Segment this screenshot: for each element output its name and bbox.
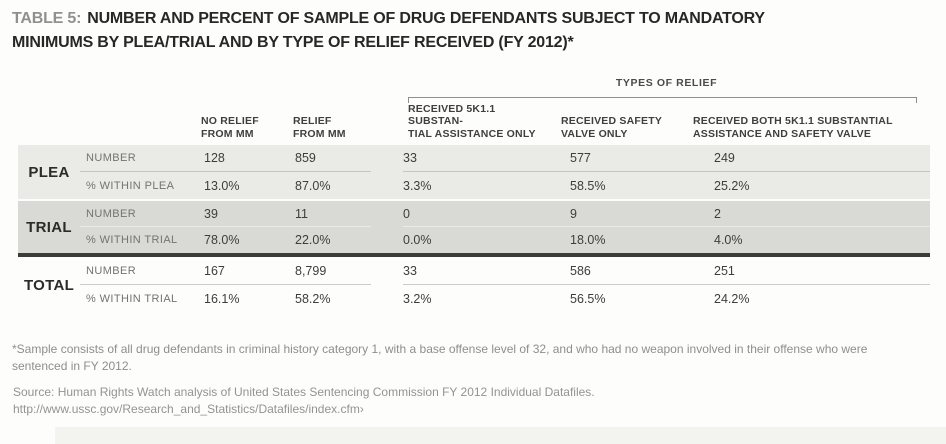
column-gap — [371, 285, 403, 313]
table-cell: 33 — [403, 145, 548, 172]
table-cell: 56.5% — [570, 292, 606, 306]
table-cell: 251 — [693, 257, 930, 285]
table-cell: 3.2% — [403, 292, 432, 306]
table-cell: 78.0% — [204, 233, 240, 247]
table-cell: 167 — [198, 257, 293, 285]
column-gap — [371, 145, 403, 172]
col-header-no-relief: NO RELIEF FROM MM — [201, 115, 259, 140]
table-title-text: NUMBER AND PERCENT OF SAMPLE OF DRUG DEF… — [12, 10, 765, 51]
table-cell: 22.0% — [295, 233, 331, 247]
row-group-plea: PLEA NUMBER 128 859 33 577 249 % WITHIN … — [18, 145, 930, 199]
table-number: TABLE 5: — [12, 10, 82, 27]
col-header-safety-valve-only: RECEIVED SAFETY VALVE ONLY — [561, 115, 663, 140]
table-cell: 8,799 — [293, 257, 371, 285]
table-cell: 58.5% — [570, 178, 606, 193]
group-label-total: TOTAL — [23, 276, 75, 294]
table-cell: 16.1% — [204, 292, 240, 306]
table-cell: 4.0% — [714, 233, 743, 247]
table-cell: 87.0% — [295, 178, 331, 193]
table-body: PLEA NUMBER 128 859 33 577 249 % WITHIN … — [18, 145, 930, 313]
table-cell: 18.0% — [570, 233, 606, 247]
table-cell: 0.0% — [403, 233, 432, 247]
column-gap — [371, 172, 403, 199]
table-cell: 859 — [293, 145, 371, 172]
table-cell: 9 — [548, 201, 693, 227]
table-title: TABLE 5: NUMBER AND PERCENT OF SAMPLE OF … — [12, 7, 834, 55]
table-cell: 0 — [403, 201, 548, 227]
source-url[interactable]: http://www.ussc.gov/Research_and_Statist… — [13, 402, 364, 416]
table-cell: 39 — [198, 201, 293, 227]
column-gap — [371, 257, 403, 285]
column-gap — [371, 201, 403, 227]
table-cell: 24.2% — [714, 292, 750, 306]
types-of-relief-header: TYPES OF RELIEF — [615, 77, 718, 89]
metric-label: % WITHIN PLEA — [86, 179, 175, 192]
metric-label: NUMBER — [80, 201, 198, 227]
metric-label: NUMBER — [80, 257, 198, 285]
table-cell: 58.2% — [295, 292, 331, 306]
group-label-trial: TRIAL — [26, 218, 72, 236]
table-cell: 3.3% — [403, 178, 432, 193]
table-cell: 2 — [693, 201, 930, 227]
metric-label: % WITHIN TRIAL — [86, 234, 178, 246]
metric-label: NUMBER — [80, 145, 198, 172]
group-label-plea: PLEA — [28, 163, 70, 181]
table-cell: 11 — [293, 201, 371, 227]
row-group-trial: TRIAL NUMBER 39 11 0 9 2 % WITHIN TRIAL … — [18, 201, 930, 253]
metric-label: % WITHIN TRIAL — [86, 293, 178, 305]
col-header-5k11-only: RECEIVED 5K1.1 SUBSTAN- TIAL ASSISTANCE … — [408, 102, 536, 140]
row-group-total: TOTAL NUMBER 167 8,799 33 586 251 % WITH… — [18, 257, 930, 313]
column-gap — [371, 227, 403, 253]
table-cell: 577 — [548, 145, 693, 172]
col-header-relief: RELIEF FROM MM — [293, 115, 346, 140]
table-cell: 249 — [693, 145, 930, 172]
table-cell: 25.2% — [714, 178, 750, 193]
table-cell: 33 — [403, 257, 548, 285]
table-cell: 586 — [548, 257, 693, 285]
table-cell: 128 — [198, 145, 293, 172]
heavy-divider — [18, 253, 930, 257]
source-note: Source: Human Rights Watch analysis of U… — [13, 384, 891, 418]
column-headers: NO RELIEF FROM MM RELIEF FROM MM RECEIVE… — [18, 101, 930, 145]
page-edge-strip — [55, 427, 946, 444]
table-cell: 13.0% — [204, 178, 240, 193]
types-of-relief-bracket — [408, 97, 917, 103]
source-text: Source: Human Rights Watch analysis of U… — [13, 385, 595, 399]
sample-footnote: *Sample consists of all drug defendants … — [12, 342, 868, 373]
col-header-both: RECEIVED BOTH 5K1.1 SUBSTANTIAL ASSISTAN… — [693, 115, 893, 140]
